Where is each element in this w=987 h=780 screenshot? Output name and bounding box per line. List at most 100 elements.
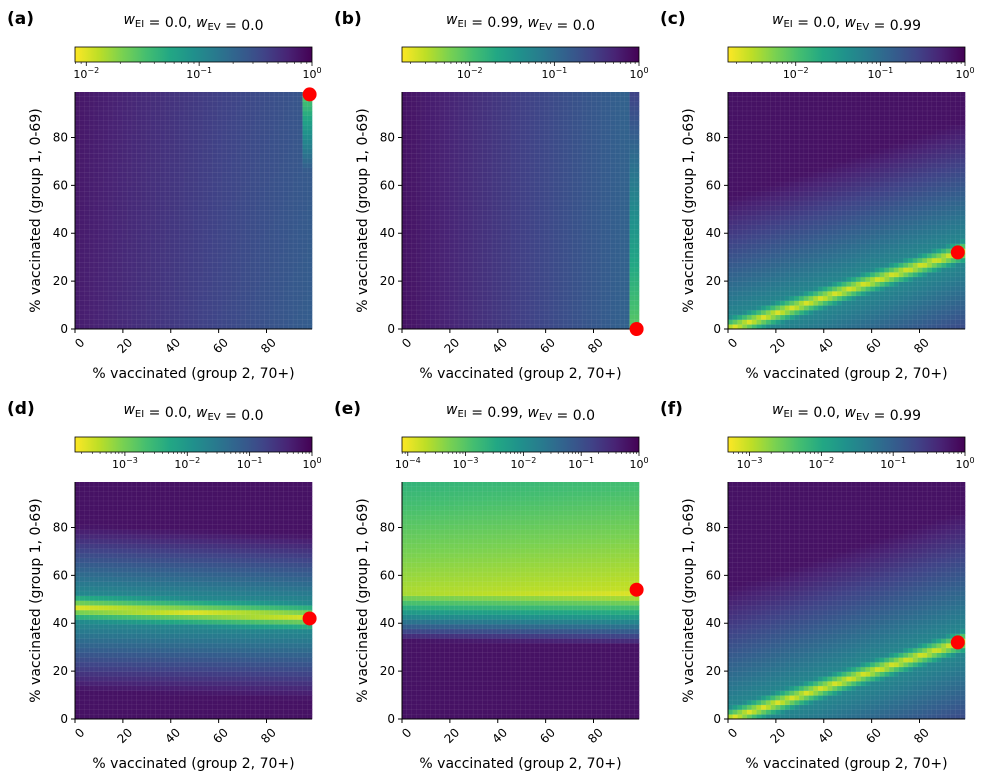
heatmap-cell <box>439 276 445 282</box>
heatmap-cell <box>226 148 232 154</box>
heatmap-cell <box>141 196 147 202</box>
heatmap-cell <box>84 243 90 249</box>
heatmap-cell <box>160 286 166 292</box>
heatmap-cell <box>98 224 104 230</box>
heatmap-cell <box>506 234 512 240</box>
heatmap-cell <box>217 276 223 282</box>
heatmap-cell <box>226 305 232 311</box>
heatmap-cell <box>444 262 450 268</box>
heatmap-cell <box>439 310 445 316</box>
heatmap-cell <box>492 210 498 216</box>
heatmap-cell <box>515 182 521 188</box>
heatmap-cell <box>496 139 502 145</box>
heatmap-cell <box>288 101 294 107</box>
heatmap-cell <box>274 253 280 259</box>
heatmap-cell <box>221 134 227 140</box>
heatmap-cell <box>529 276 536 282</box>
heatmap-cell <box>288 291 294 297</box>
heatmap-cell <box>577 158 583 164</box>
x-tick-label: 40 <box>162 335 183 356</box>
heatmap-cell <box>226 120 232 126</box>
heatmap-cell <box>136 272 142 278</box>
heatmap-cell <box>274 144 280 150</box>
heatmap-cell <box>420 276 426 282</box>
colorbar <box>401 46 640 63</box>
heatmap-cell <box>174 272 180 278</box>
heatmap-cell <box>529 167 536 173</box>
heatmap-cell <box>255 153 261 159</box>
heatmap-cell <box>84 129 90 135</box>
heatmap-cell <box>212 148 218 154</box>
heatmap-cell <box>449 205 455 211</box>
heatmap-cell <box>79 291 85 297</box>
heatmap-cell <box>75 219 81 226</box>
heatmap-cell <box>582 215 588 221</box>
heatmap-cell <box>567 243 573 249</box>
heatmap-cell <box>79 224 85 230</box>
heatmap-cell <box>544 115 550 121</box>
heatmap-cell <box>131 205 137 211</box>
heatmap-cell <box>511 324 517 330</box>
heatmap-cell <box>221 281 227 287</box>
heatmap-cell <box>297 229 303 235</box>
heatmap-cell <box>529 125 536 131</box>
heatmap-cell <box>307 238 313 244</box>
heatmap-cell <box>297 210 303 216</box>
heatmap-cell <box>468 96 474 102</box>
heatmap-cell <box>84 281 90 287</box>
heatmap-cell <box>463 158 469 164</box>
heatmap-cell <box>430 101 436 107</box>
heatmap-cell <box>610 291 616 297</box>
heatmap-cell <box>131 300 137 306</box>
heatmap-cell <box>259 205 265 211</box>
heatmap-cell <box>515 115 521 121</box>
heatmap-cell <box>269 286 275 292</box>
heatmap-cell <box>160 210 166 216</box>
heatmap-cell <box>553 96 559 102</box>
heatmap-cell <box>240 92 246 98</box>
heatmap-cell <box>297 314 303 320</box>
heatmap-cell <box>245 234 251 240</box>
heatmap-cell <box>264 215 270 221</box>
heatmap-cell <box>402 210 408 216</box>
heatmap-cell <box>184 125 190 131</box>
heatmap-cell <box>563 120 569 126</box>
heatmap-cell <box>122 253 128 259</box>
heatmap-cell <box>473 144 479 150</box>
heatmap-cell <box>458 177 464 183</box>
heatmap-cell <box>529 286 536 292</box>
heatmap-cell <box>567 224 573 230</box>
heatmap-cell <box>79 229 85 235</box>
heatmap-cell <box>529 191 536 197</box>
heatmap-cell <box>221 144 227 150</box>
heatmap-cell <box>406 177 412 183</box>
heatmap-cell <box>127 106 133 112</box>
heatmap-cell <box>605 101 611 107</box>
heatmap-cell <box>463 229 469 235</box>
heatmap-cell <box>544 110 550 116</box>
heatmap-cell <box>136 148 142 154</box>
heatmap-cell <box>212 134 218 140</box>
heatmap-cell <box>444 96 450 102</box>
heatmap-cell <box>539 186 545 192</box>
heatmap-cell <box>605 238 611 244</box>
heatmap-cell <box>449 186 455 192</box>
heatmap-cell <box>601 125 607 131</box>
heatmap-cell <box>165 291 171 297</box>
heatmap-cell <box>591 286 597 292</box>
heatmap-cell <box>425 92 431 98</box>
heatmap-cell <box>435 324 441 330</box>
heatmap-cell <box>548 257 554 263</box>
heatmap-cell <box>293 238 299 244</box>
heatmap-cell <box>449 295 455 301</box>
heatmap-cell <box>534 234 540 240</box>
heatmap-cell <box>174 281 180 287</box>
heatmap-cell <box>439 224 445 230</box>
heatmap-cell <box>226 139 232 145</box>
heatmap-cell <box>463 129 469 135</box>
heatmap-cell <box>544 191 550 197</box>
heatmap-cell <box>586 276 592 282</box>
heatmap-cell <box>150 158 156 164</box>
heatmap-cell <box>605 305 611 311</box>
heatmap-cell <box>136 224 142 230</box>
